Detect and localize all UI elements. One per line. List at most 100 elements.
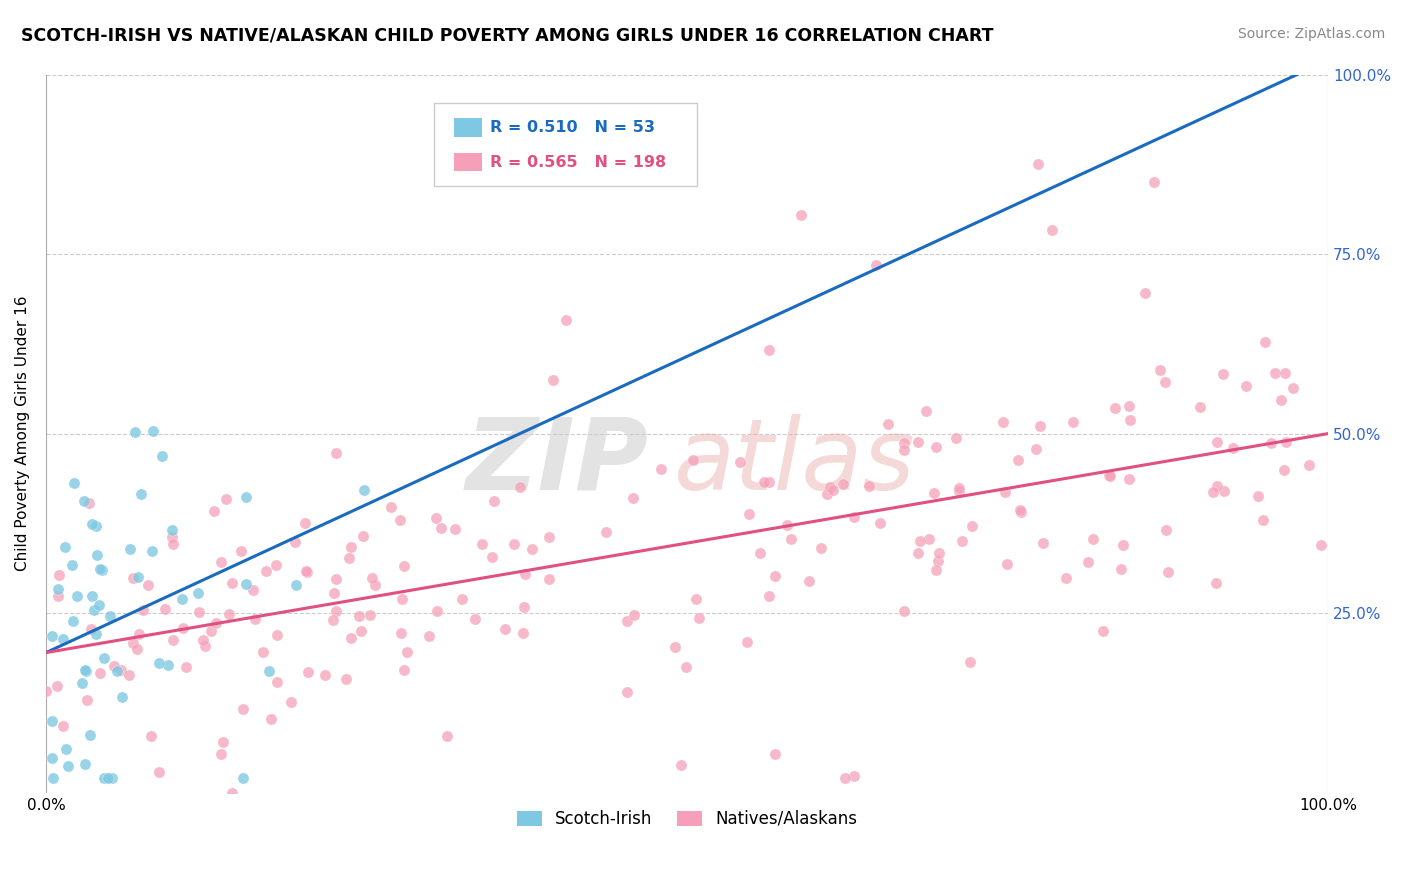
Point [105, 664, 128, 678]
Point [284, 534, 307, 549]
Point [1119, 413, 1142, 427]
FancyBboxPatch shape [434, 103, 697, 186]
Point [325, 446, 347, 460]
Point [129, 487, 152, 501]
Point [948, 484, 970, 499]
Point [335, 672, 357, 686]
Point [1025, 442, 1047, 457]
Point [160, 524, 183, 538]
Point [52, 719, 75, 733]
Point [200, 624, 222, 638]
Point [72, 676, 94, 690]
Point [93, 772, 115, 786]
Point [925, 440, 948, 454]
Point [204, 615, 226, 630]
Point [758, 343, 780, 358]
Point [950, 533, 973, 548]
Point [232, 702, 254, 716]
Point [1260, 436, 1282, 450]
Point [79, 496, 101, 510]
Point [148, 656, 170, 670]
Point [616, 615, 638, 629]
Point [738, 507, 761, 521]
Point [349, 609, 371, 624]
Point [162, 537, 184, 551]
Point [1054, 571, 1077, 585]
Point [252, 645, 274, 659]
Point [153, 601, 176, 615]
Point [1010, 505, 1032, 519]
Point [834, 771, 856, 785]
Point [1274, 367, 1296, 381]
Point [389, 626, 412, 640]
Point [141, 544, 163, 558]
Point [148, 765, 170, 780]
Point [75, 664, 97, 678]
FancyBboxPatch shape [454, 153, 482, 171]
Point [41, 714, 63, 728]
Point [56, 759, 79, 773]
Point [1153, 376, 1175, 390]
Point [128, 626, 150, 640]
Point [914, 404, 936, 418]
Point [928, 545, 950, 559]
Point [41, 630, 63, 644]
Point [51, 632, 73, 647]
Point [235, 577, 257, 591]
Point [314, 668, 336, 682]
Point [136, 577, 159, 591]
Point [907, 546, 929, 560]
Point [191, 632, 214, 647]
Point [363, 578, 385, 592]
Point [242, 583, 264, 598]
Point [79, 728, 101, 742]
Point [994, 485, 1017, 500]
Point [73, 663, 96, 677]
Point [46, 582, 69, 596]
Point [842, 509, 865, 524]
Point [55, 741, 77, 756]
Point [541, 373, 564, 387]
Point [1133, 286, 1156, 301]
Point [297, 665, 319, 679]
Point [97, 772, 120, 786]
Point [87, 598, 110, 612]
Point [202, 504, 225, 518]
Point [53, 540, 76, 554]
Point [893, 436, 915, 450]
Point [150, 449, 173, 463]
Point [284, 578, 307, 592]
Point [908, 533, 931, 548]
Point [350, 624, 373, 638]
Point [260, 712, 283, 726]
Point [876, 417, 898, 432]
Point [1081, 532, 1104, 546]
Point [121, 570, 143, 584]
Point [960, 519, 983, 533]
Point [669, 758, 692, 772]
Point [464, 612, 486, 626]
Point [893, 443, 915, 458]
Point [688, 611, 710, 625]
Legend: Scotch-Irish, Natives/Alaskans: Scotch-Irish, Natives/Alaskans [510, 804, 865, 835]
Point [35, 684, 58, 698]
Point [84, 518, 107, 533]
Point [1104, 401, 1126, 415]
Point [537, 530, 560, 544]
Point [82, 589, 104, 603]
Point [83, 603, 105, 617]
Text: Source: ZipAtlas.com: Source: ZipAtlas.com [1237, 27, 1385, 41]
Point [93, 651, 115, 665]
Point [832, 477, 855, 491]
Point [101, 772, 124, 786]
Point [122, 636, 145, 650]
Point [959, 655, 981, 669]
Point [221, 786, 243, 800]
Point [266, 674, 288, 689]
Point [127, 641, 149, 656]
Point [89, 562, 111, 576]
Text: R = 0.510   N = 53: R = 0.510 N = 53 [489, 120, 655, 136]
Point [907, 434, 929, 449]
Point [380, 500, 402, 514]
Point [1251, 513, 1274, 527]
